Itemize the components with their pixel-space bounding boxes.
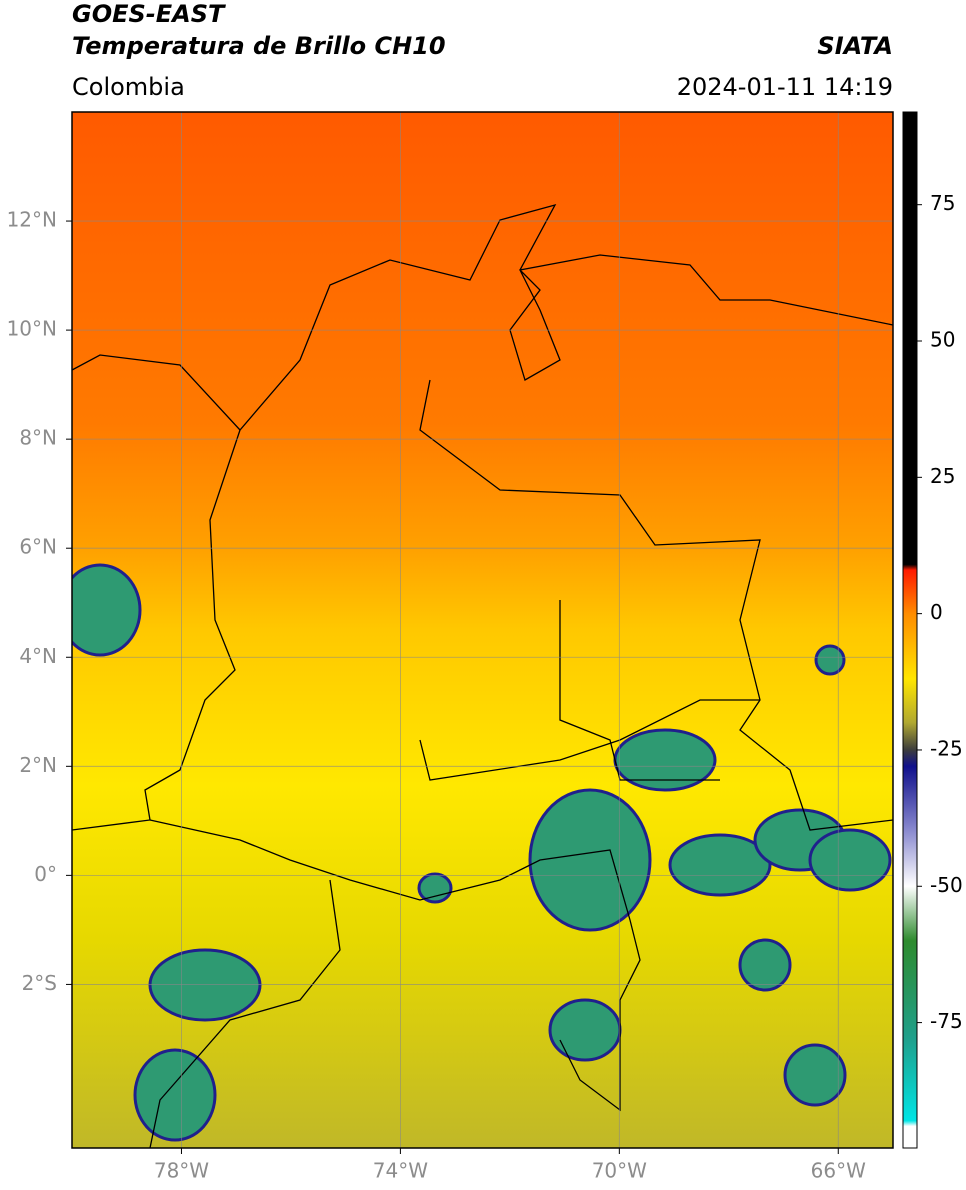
datetime: 2024-01-11 14:19 [677, 73, 893, 101]
graticule [72, 112, 893, 1148]
colorbar-tick-label: 25 [930, 464, 955, 488]
subtitle: Temperatura de Brillo CH10 [72, 32, 446, 60]
lat-tick-label: 6°N [19, 535, 57, 559]
colorbar-tick-label: -25 [930, 736, 963, 760]
borders [72, 203, 893, 1148]
cold-clouds [72, 563, 892, 1142]
title: GOES-EAST [72, 0, 226, 28]
colorbar-tick-label: -75 [930, 1009, 963, 1033]
lon-tick-label: 74°W [373, 1159, 428, 1183]
cloud [133, 1048, 217, 1142]
coastline [72, 429, 241, 831]
colorbar-tick-label: 0 [930, 600, 943, 624]
lat-tick-label: 2°N [19, 753, 57, 777]
cloud [548, 998, 622, 1062]
lat-tick-label: 10°N [7, 317, 57, 341]
colorbar-tick-label: 75 [930, 191, 955, 215]
cloud [668, 833, 772, 897]
border [419, 379, 893, 831]
region: Colombia [72, 73, 185, 101]
lat-tick-label: 12°N [7, 208, 57, 232]
colorbar-tick-label: -50 [930, 873, 963, 897]
cloud [814, 644, 846, 676]
colorbar [902, 111, 918, 1149]
border [149, 879, 341, 1148]
border [419, 699, 760, 781]
border [149, 819, 641, 1112]
cloud [613, 728, 717, 792]
lon-tick-label: 66°W [811, 1159, 866, 1183]
source: SIATA [817, 32, 893, 60]
lon-tick-label: 78°W [154, 1159, 209, 1183]
cloud [148, 948, 262, 1022]
lon-tick-label: 70°W [592, 1159, 647, 1183]
lat-tick-label: 0° [34, 862, 57, 886]
border [559, 600, 720, 781]
map-image [72, 112, 893, 1148]
cloud [738, 938, 792, 992]
lat-tick-label: 4°N [19, 644, 57, 668]
cloud [528, 788, 652, 932]
cloud [417, 872, 453, 904]
cloud [783, 1043, 847, 1107]
cloud [72, 563, 142, 657]
coastline [72, 203, 893, 431]
cloud [808, 828, 892, 892]
colorbar-tick-label: 50 [930, 328, 955, 352]
lat-tick-label: 2°S [22, 971, 57, 995]
lat-tick-label: 8°N [19, 426, 57, 450]
map-frame [71, 111, 894, 1149]
